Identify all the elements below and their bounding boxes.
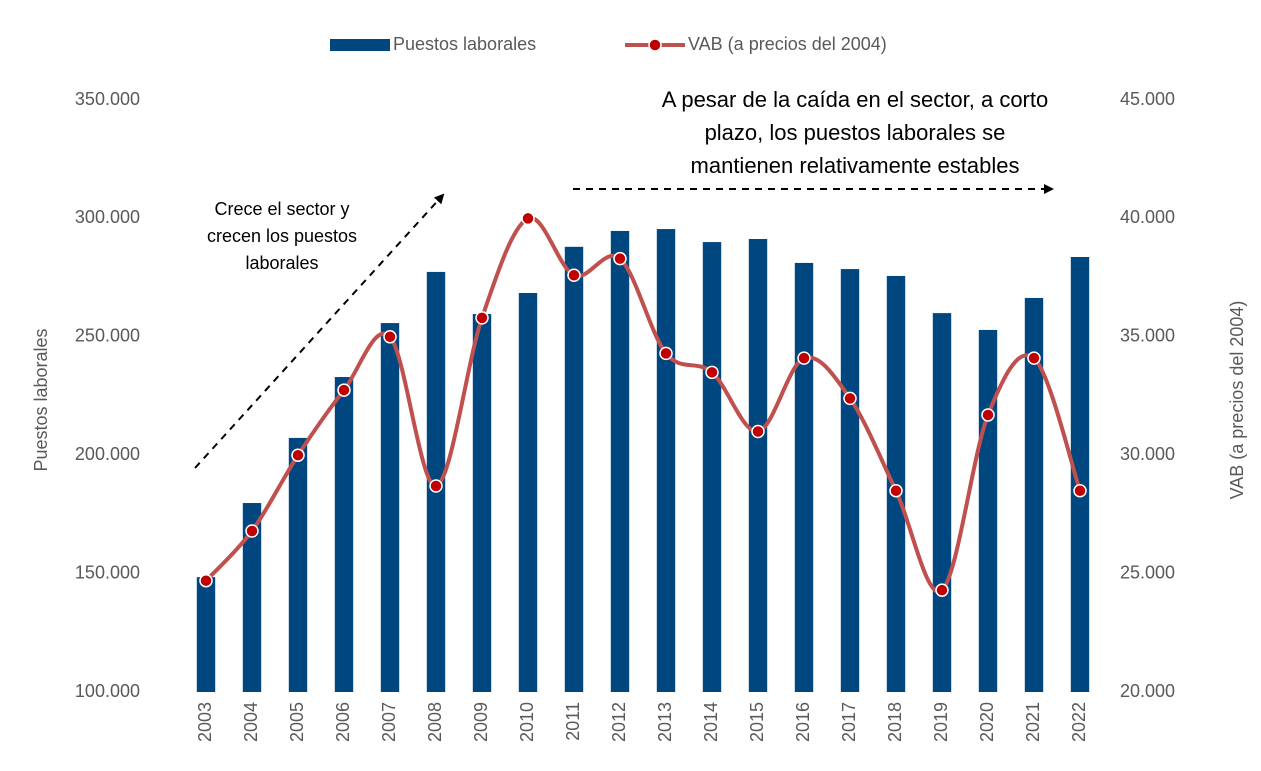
bar xyxy=(748,239,768,693)
bar xyxy=(564,246,584,693)
x-tick-label: 2013 xyxy=(655,702,675,742)
marker xyxy=(429,479,443,493)
y-tick-label: 300.000 xyxy=(75,207,140,227)
y2-tick-label: 35.000 xyxy=(1120,326,1175,346)
marker xyxy=(1073,483,1087,498)
bar xyxy=(518,292,538,692)
bar xyxy=(1070,256,1090,692)
marker xyxy=(199,573,213,588)
marker xyxy=(567,268,581,282)
annotation: mantienen relativamente estables xyxy=(691,153,1020,178)
annotation: plazo, los puestos laborales se xyxy=(705,120,1006,145)
x-tick-label: 2004 xyxy=(241,702,261,742)
bar xyxy=(242,503,262,692)
x-tick-label: 2010 xyxy=(517,702,537,742)
legend-label: VAB (a precios del 2004) xyxy=(688,34,887,54)
bar xyxy=(1024,297,1044,692)
bar xyxy=(656,229,676,692)
marker xyxy=(935,583,949,597)
legend-label: Puestos laborales xyxy=(393,34,536,54)
bar xyxy=(472,314,492,692)
marker xyxy=(245,524,259,538)
x-tick-label: 2003 xyxy=(195,702,215,742)
bar xyxy=(380,323,400,692)
annotation: Crece el sector y xyxy=(214,199,349,219)
x-tick-label: 2011 xyxy=(563,702,583,741)
y-tick-label: 250.000 xyxy=(75,326,140,346)
x-tick-label: 2018 xyxy=(885,702,905,742)
bar xyxy=(288,437,308,692)
marker xyxy=(521,211,535,226)
y-axis-title: Puestos laborales xyxy=(31,328,51,471)
x-tick-label: 2017 xyxy=(839,702,859,742)
y2-tick-label: 45.000 xyxy=(1120,89,1175,109)
marker xyxy=(981,408,995,422)
bar xyxy=(794,262,814,692)
legend-swatch xyxy=(330,39,390,51)
y2-tick-label: 30.000 xyxy=(1120,444,1175,464)
bar xyxy=(334,377,354,692)
y-tick-label: 200.000 xyxy=(75,444,140,464)
x-tick-label: 2006 xyxy=(333,702,353,742)
arrow xyxy=(194,193,445,469)
marker xyxy=(475,311,489,325)
y-tick-label: 100.000 xyxy=(75,681,140,701)
y2-tick-label: 25.000 xyxy=(1120,562,1175,582)
marker xyxy=(889,483,903,498)
bar xyxy=(196,577,216,692)
x-tick-label: 2019 xyxy=(931,702,951,742)
y-tick-label: 350.000 xyxy=(75,89,140,109)
x-tick-label: 2021 xyxy=(1023,702,1043,742)
x-tick-label: 2014 xyxy=(701,702,721,742)
x-tick-label: 2016 xyxy=(793,702,813,742)
x-tick-label: 2009 xyxy=(471,702,491,742)
x-tick-label: 2008 xyxy=(425,702,445,742)
marker xyxy=(843,391,857,406)
x-tick-label: 2007 xyxy=(379,702,399,742)
x-tick-label: 2020 xyxy=(977,702,997,742)
marker xyxy=(291,448,305,462)
annotation: laborales xyxy=(245,253,318,273)
bar xyxy=(840,269,860,692)
bar xyxy=(932,313,952,692)
x-tick-label: 2005 xyxy=(287,702,307,742)
marker xyxy=(613,251,627,266)
bar xyxy=(978,329,998,692)
marker xyxy=(337,383,351,397)
x-tick-label: 2022 xyxy=(1069,702,1089,742)
x-tick-label: 2012 xyxy=(609,702,629,742)
bar xyxy=(702,242,722,692)
marker xyxy=(1027,351,1041,365)
y2-tick-label: 20.000 xyxy=(1120,681,1175,701)
y-tick-label: 150.000 xyxy=(75,562,140,582)
marker xyxy=(751,424,765,439)
y2-axis-title: VAB (a precios del 2004) xyxy=(1227,301,1247,500)
marker xyxy=(383,330,397,344)
annotation: A pesar de la caída en el sector, a cort… xyxy=(662,87,1048,112)
legend-swatch xyxy=(648,38,662,52)
x-tick-label: 2015 xyxy=(747,702,767,742)
marker xyxy=(705,365,719,380)
y2-tick-label: 40.000 xyxy=(1120,207,1175,227)
marker xyxy=(659,346,673,361)
marker xyxy=(797,351,811,365)
bar xyxy=(610,230,630,693)
annotation: crecen los puestos xyxy=(207,226,357,246)
